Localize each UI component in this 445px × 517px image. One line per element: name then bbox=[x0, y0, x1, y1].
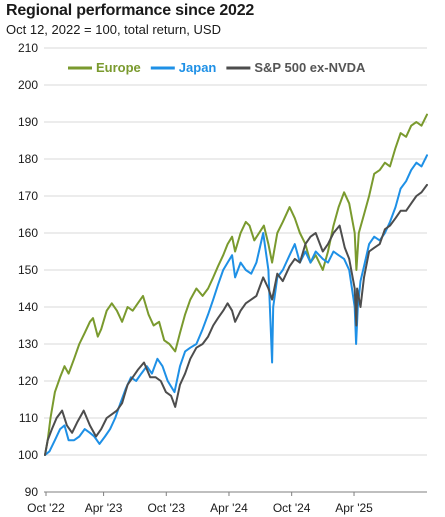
y-tick-label-90: 90 bbox=[25, 485, 39, 499]
legend-label-s-p-500-ex-nvda: S&P 500 ex-NVDA bbox=[254, 60, 366, 75]
legend-label-japan: Japan bbox=[179, 60, 217, 75]
y-tick-label-150: 150 bbox=[18, 263, 38, 277]
y-tick-label-180: 180 bbox=[18, 152, 38, 166]
series-line-japan bbox=[44, 154, 428, 456]
x-tick-label-1: Apr '23 bbox=[85, 501, 123, 515]
y-tick-label-120: 120 bbox=[18, 374, 38, 388]
chart-subtitle: Oct 12, 2022 = 100, total return, USD bbox=[6, 22, 221, 37]
legend-label-europe: Europe bbox=[96, 60, 141, 75]
y-tick-label-170: 170 bbox=[18, 189, 38, 203]
x-tick-label-0: Oct '22 bbox=[27, 501, 65, 515]
chart-title: Regional performance since 2022 bbox=[6, 2, 255, 19]
series-line-s-p-500-ex-nvda bbox=[44, 183, 428, 456]
y-tick-label-100: 100 bbox=[18, 448, 38, 462]
x-tick-label-2: Oct '23 bbox=[147, 501, 185, 515]
y-tick-label-130: 130 bbox=[18, 337, 38, 351]
x-tick-label-4: Oct '24 bbox=[273, 501, 311, 515]
x-tick-label-5: Apr '25 bbox=[335, 501, 373, 515]
y-tick-label-200: 200 bbox=[18, 78, 38, 92]
y-tick-label-110: 110 bbox=[19, 411, 38, 425]
y-tick-label-160: 160 bbox=[18, 226, 38, 240]
y-tick-label-210: 210 bbox=[18, 41, 38, 55]
series-line-europe bbox=[44, 113, 428, 456]
x-tick-label-3: Apr '24 bbox=[210, 501, 248, 515]
y-tick-label-140: 140 bbox=[18, 300, 38, 314]
y-tick-label-190: 190 bbox=[18, 115, 38, 129]
